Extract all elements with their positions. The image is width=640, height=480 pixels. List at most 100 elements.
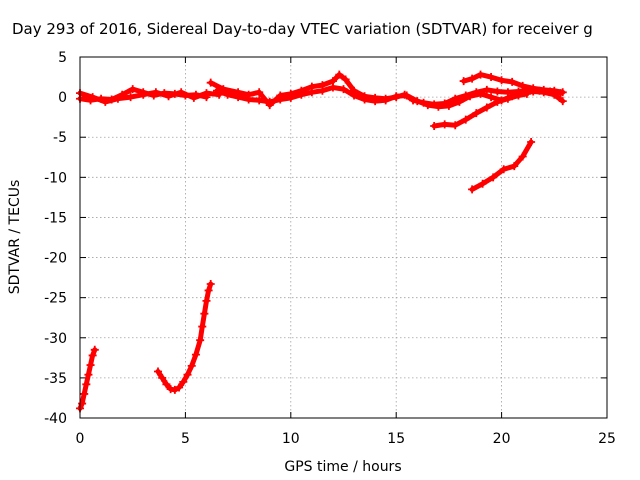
x-tick-label: 0 [76, 431, 85, 447]
data-point [550, 86, 559, 95]
data-point [223, 90, 232, 99]
data-point [459, 77, 468, 86]
data-point [128, 85, 137, 94]
data-point [153, 367, 162, 376]
data-point [206, 280, 215, 289]
x-tick-label: 15 [387, 431, 405, 447]
data-point [265, 97, 274, 106]
data-point [472, 109, 481, 118]
series-2 [76, 88, 224, 106]
data-point [255, 88, 264, 97]
data-point [518, 81, 527, 90]
data-point [151, 88, 160, 97]
data-point [392, 92, 401, 101]
data-point [468, 74, 477, 83]
data-point [493, 97, 502, 106]
data-point [183, 370, 192, 379]
data-point [539, 85, 548, 94]
data-point [518, 152, 527, 161]
data-point [187, 361, 196, 370]
data-point [371, 97, 380, 106]
data-point [430, 121, 439, 130]
data-point [318, 86, 327, 95]
y-tick-labels: 5 0 -5 -10 -15 -20 -25 -30 -35 -40 [44, 50, 67, 427]
data-point [339, 85, 348, 94]
data-point [191, 350, 200, 359]
y-tick-label: 5 [58, 50, 67, 66]
series-6 [430, 89, 531, 130]
data-point [440, 120, 449, 129]
data-point [88, 351, 97, 360]
y-tick-label: -10 [44, 170, 67, 186]
data-point [328, 83, 337, 92]
data-point [196, 336, 205, 345]
data-point [162, 380, 171, 389]
data-point [170, 385, 179, 394]
y-tick-label: -15 [44, 210, 67, 226]
data-point [444, 101, 453, 110]
series-trace [155, 281, 214, 393]
data-point [478, 179, 487, 188]
x-tick-labels: 0 5 10 15 20 25 [76, 431, 616, 447]
data-point [88, 93, 97, 102]
y-tick-label: 0 [58, 90, 67, 106]
data-point [158, 373, 167, 382]
data-point [508, 77, 517, 86]
data-point [189, 93, 198, 102]
x-axis-label: GPS time / hours [284, 459, 401, 475]
y-tick-label: -35 [44, 371, 67, 387]
data-point [497, 76, 506, 85]
data-point [206, 78, 215, 87]
data-point [503, 94, 512, 103]
data-point [413, 97, 422, 106]
data-point [487, 93, 496, 102]
data-point [461, 115, 470, 124]
data-point [529, 84, 538, 93]
y-tick-label: -30 [44, 331, 67, 347]
plot-frame [79, 56, 608, 419]
data-point [487, 73, 496, 82]
data-point [276, 95, 285, 104]
data-point [341, 75, 350, 84]
data-point [360, 95, 369, 104]
data-point [139, 90, 148, 99]
data-point [101, 97, 110, 106]
data-point [177, 88, 186, 97]
data-point [204, 286, 213, 295]
data-point [514, 91, 523, 100]
series-8 [76, 345, 99, 413]
data-point [482, 103, 491, 112]
data-point [307, 88, 316, 97]
data-point [213, 86, 222, 95]
data-point [234, 93, 243, 102]
x-tick-label: 25 [598, 431, 616, 447]
data-point [297, 90, 306, 99]
data-point [381, 96, 390, 105]
data-point [78, 399, 87, 408]
y-tick-label: -40 [44, 411, 67, 427]
series-9 [153, 280, 215, 394]
data-point [202, 89, 211, 98]
data-point [510, 162, 519, 171]
data-point [522, 89, 531, 98]
data-point [489, 173, 498, 182]
data-point [90, 345, 99, 354]
data-point [86, 361, 95, 370]
data-point [179, 377, 188, 386]
y-tick-label: -5 [53, 130, 67, 146]
data-point [527, 138, 536, 147]
data-point [286, 93, 295, 102]
data-point [558, 97, 567, 106]
data-point [126, 93, 135, 102]
y-tick-label: -25 [44, 291, 67, 307]
series-5 [459, 70, 567, 97]
data-point [200, 309, 209, 318]
data-point [175, 383, 184, 392]
data-point [244, 95, 253, 104]
x-tick-label: 10 [282, 431, 300, 447]
data-point [113, 94, 122, 103]
data-point [335, 70, 344, 79]
data-point [202, 296, 211, 305]
data-point [499, 165, 508, 174]
data-point [558, 88, 567, 97]
